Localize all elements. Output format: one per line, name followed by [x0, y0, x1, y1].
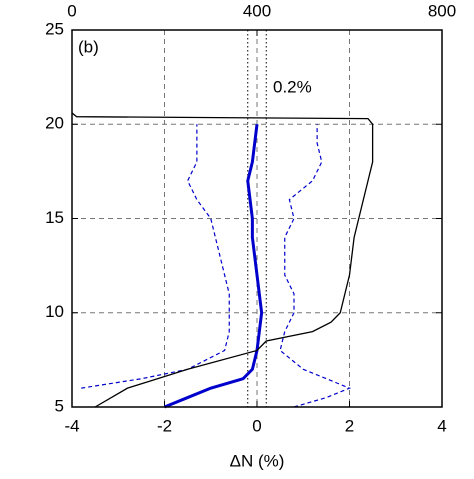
x2-tick-label: 400	[243, 1, 271, 20]
x-tick-label: 4	[437, 416, 446, 435]
y-tick-label: 25	[45, 19, 64, 38]
x2-tick-label: 800	[428, 1, 456, 20]
annotation: 0.2%	[273, 77, 312, 96]
y-tick-label: 5	[55, 396, 64, 415]
y-tick-label: 10	[45, 302, 64, 321]
series-line	[163, 124, 264, 409]
y-tick-label: 20	[45, 114, 64, 133]
x-tick-label: -2	[157, 416, 172, 435]
panel-label: (b)	[78, 37, 99, 56]
x-tick-label: 0	[252, 416, 261, 435]
x-tick-label: -4	[64, 416, 79, 435]
series-line	[279, 124, 352, 408]
plot-frame	[71, 29, 443, 408]
y-tick-label: 15	[45, 208, 64, 227]
x-axis-label: ΔN (%)	[230, 451, 285, 470]
x2-tick-label: 0	[67, 1, 76, 20]
series-line	[71, 112, 374, 408]
series-line	[81, 124, 230, 389]
x-tick-label: 2	[345, 416, 354, 435]
